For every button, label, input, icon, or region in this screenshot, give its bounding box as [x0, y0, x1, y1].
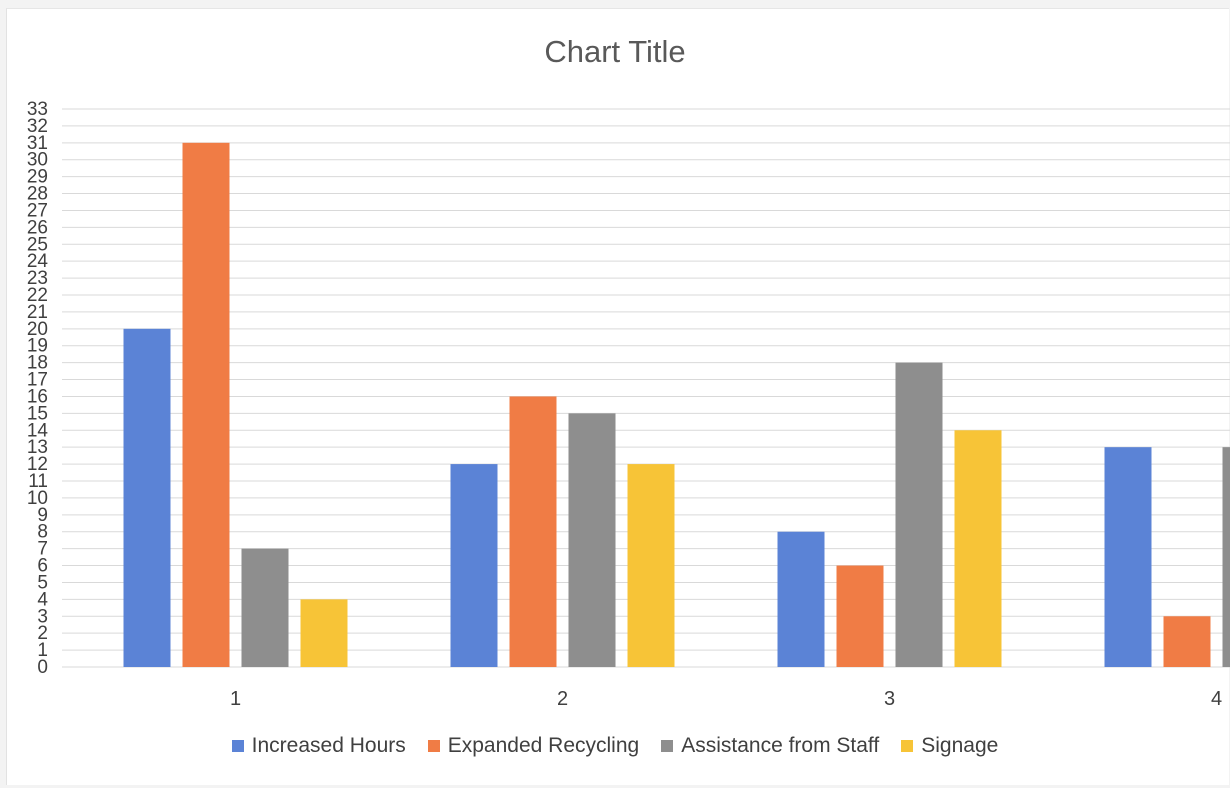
y-tick-label: 14 — [27, 420, 49, 441]
y-tick-label: 6 — [37, 556, 48, 577]
legend-swatch — [661, 740, 674, 752]
x-category-label: 4 — [1211, 688, 1222, 710]
y-tick-label: 4 — [37, 589, 48, 610]
bar-increased-hours-1 — [123, 328, 171, 667]
chart-title: Chart Title — [544, 34, 686, 69]
bar-expanded-recycling-1 — [182, 142, 230, 667]
y-tick-label: 18 — [27, 353, 48, 374]
bar-expanded-recycling-3 — [836, 565, 884, 667]
y-tick-label: 5 — [37, 572, 48, 593]
legend-label: Signage — [921, 734, 999, 757]
bar-increased-hours-3 — [777, 531, 825, 667]
legend-label: Increased Hours — [251, 734, 406, 757]
bar-assistance-from-staff-2 — [568, 413, 616, 667]
y-tick-label: 30 — [27, 150, 48, 171]
legend-label: Expanded Recycling — [447, 734, 640, 757]
bars — [123, 142, 1230, 667]
bar-assistance-from-staff-3 — [895, 362, 943, 667]
bar-assistance-from-staff-1 — [241, 548, 289, 667]
y-tick-label: 26 — [27, 217, 48, 238]
bar-increased-hours-4 — [1104, 447, 1152, 667]
bar-assistance-from-staff-4 — [1222, 447, 1230, 667]
y-tick-label: 23 — [27, 268, 48, 289]
bar-signage-3 — [954, 430, 1002, 667]
legend-item: Signage — [901, 734, 998, 758]
y-tick-label: 3 — [37, 606, 48, 627]
y-tick-label: 31 — [27, 133, 48, 154]
x-category-label: 3 — [884, 688, 895, 710]
y-tick-label: 27 — [27, 200, 48, 221]
y-tick-label: 33 — [27, 99, 48, 120]
y-tick-label: 20 — [27, 319, 48, 340]
x-category-label: 1 — [230, 688, 241, 710]
y-tick-label: 10 — [27, 488, 48, 509]
legend-swatch — [427, 740, 440, 752]
legend-item: Increased Hours — [231, 734, 406, 758]
bar-signage-1 — [300, 599, 348, 667]
y-tick-label: 25 — [27, 234, 48, 255]
legend-item: Expanded Recycling — [427, 734, 640, 758]
y-tick-label: 1 — [37, 640, 48, 661]
x-category-label: 2 — [557, 688, 568, 710]
y-tick-label: 13 — [27, 437, 48, 458]
y-tick-label: 29 — [27, 167, 48, 188]
bar-signage-2 — [627, 464, 675, 667]
y-tick-label: 8 — [37, 522, 48, 543]
y-tick-label: 16 — [27, 386, 48, 407]
x-axis: 1 2 3 4 — [230, 688, 1222, 710]
y-tick-label: 2 — [37, 623, 48, 644]
y-tick-label: 24 — [27, 251, 49, 272]
y-tick-label: 32 — [27, 116, 48, 137]
y-tick-label: 28 — [27, 184, 48, 205]
legend: Increased Hours Expanded Recycling Assista… — [0, 734, 1230, 758]
y-tick-label: 19 — [27, 336, 48, 357]
bar-expanded-recycling-4 — [1163, 616, 1211, 667]
legend-label: Assistance from Staff — [681, 734, 880, 757]
y-tick-label: 21 — [27, 302, 48, 323]
y-tick-label: 15 — [27, 403, 48, 424]
y-tick-label: 17 — [27, 370, 48, 391]
y-axis: 0123456789101112131415161718192021222324… — [27, 99, 49, 678]
y-tick-label: 7 — [37, 539, 48, 560]
y-tick-label: 11 — [28, 471, 48, 492]
y-tick-label: 22 — [27, 285, 48, 306]
bar-expanded-recycling-2 — [509, 396, 557, 667]
legend-item: Assistance from Staff — [661, 734, 879, 758]
legend-swatch — [901, 740, 914, 752]
y-tick-label: 12 — [27, 454, 48, 475]
y-tick-label: 9 — [37, 505, 48, 526]
y-tick-label: 0 — [37, 657, 48, 678]
legend-swatch — [231, 740, 244, 752]
bar-increased-hours-2 — [450, 464, 498, 667]
